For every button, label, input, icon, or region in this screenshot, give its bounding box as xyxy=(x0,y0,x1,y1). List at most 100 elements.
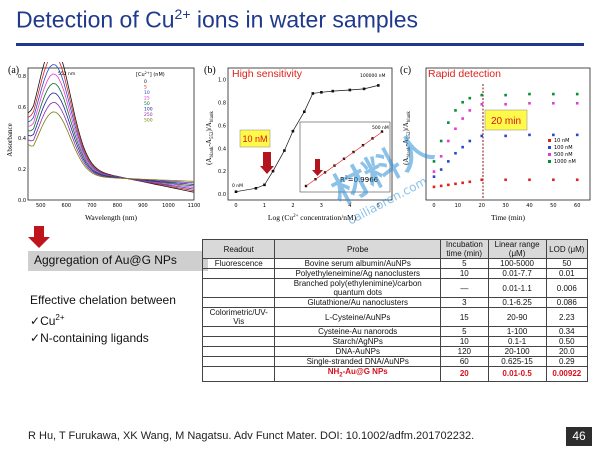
data-point xyxy=(311,92,315,95)
legend-marker xyxy=(548,160,551,163)
absorbance-curve xyxy=(27,101,195,184)
time-point xyxy=(528,133,531,137)
down-arrow-icon xyxy=(28,226,50,248)
x-tick-label: 4 xyxy=(348,203,351,209)
x-tick-label: 10 xyxy=(455,203,461,209)
chelation-notes: Effective chelation between ✓Cu2+ ✓N-con… xyxy=(30,292,176,347)
panel-b-xlabel: Log (Cu2+ concentration/nM) xyxy=(268,213,357,222)
time-point xyxy=(454,109,457,112)
title-rule xyxy=(16,43,584,46)
time-point xyxy=(480,93,484,97)
x-tick-label: 2 xyxy=(291,203,294,209)
header-readout: Readout xyxy=(201,239,276,259)
legend-entry: 10 xyxy=(144,90,150,96)
time-point xyxy=(432,170,436,173)
panel-a-peak-label: 552 nm xyxy=(58,71,75,77)
x-tick-label: 3 xyxy=(320,203,323,209)
legend-marker xyxy=(548,146,551,149)
y-tick-label: 0.0 xyxy=(18,198,26,204)
x-tick-label: 5 xyxy=(377,203,380,209)
y-tick-label: 0.6 xyxy=(18,105,26,111)
x-tick-label: 0 xyxy=(432,203,435,209)
x-tick-label: 50 xyxy=(550,203,556,209)
time-point xyxy=(575,101,579,105)
time-point xyxy=(552,178,555,182)
panel-b-sensitivity-chart: (b) High sensitivity 0 nM 100000 nM 10 n… xyxy=(202,62,398,232)
table-row: Colorimetric/UV-Vis L-Cysteine/AuNPs 15 20-… xyxy=(201,307,589,327)
time-point xyxy=(504,93,507,97)
time-point xyxy=(432,185,436,189)
time-point xyxy=(480,134,484,138)
x-tick-label: 600 xyxy=(62,203,72,209)
y-tick-label: 0.6 xyxy=(218,123,226,129)
legend-marker xyxy=(548,153,551,156)
panel-c-xlabel: Time (min) xyxy=(491,213,526,222)
time-point xyxy=(432,175,436,178)
data-point xyxy=(348,88,352,92)
x-tick-label: 20 xyxy=(479,203,485,209)
chelation-title: Effective chelation between xyxy=(30,293,176,307)
x-tick-label: 800 xyxy=(113,203,123,209)
x-tick-label: 1100 xyxy=(188,203,200,209)
panel-c-ylabel: (Ablank-A552)/Ablank xyxy=(402,111,412,165)
absorbance-curve xyxy=(27,45,195,193)
x-tick-label: 1000 xyxy=(162,203,175,209)
panel-c-label: (c) xyxy=(400,65,411,76)
header-probe: Probe xyxy=(274,239,442,259)
time-point xyxy=(461,100,464,104)
header-time: Incubation time (min) xyxy=(440,239,489,259)
data-point xyxy=(331,89,335,93)
panel-c-rapid-detection-chart: (c) Rapid detection 20 min 10 nM 100 nM 50… xyxy=(398,62,596,232)
y-tick-label: 0.0 xyxy=(218,192,226,198)
time-point xyxy=(439,155,443,158)
time-point xyxy=(528,92,531,96)
absorbance-curve xyxy=(27,73,195,188)
y-tick-label: 0.8 xyxy=(218,101,226,107)
panel-b-down-arrow xyxy=(260,152,274,174)
data-point xyxy=(320,90,323,94)
x-tick-label: 700 xyxy=(87,203,97,209)
time-point xyxy=(439,139,443,143)
chelation-item-ligands: ✓N-containing ligands xyxy=(30,331,149,345)
time-point xyxy=(454,182,457,186)
absorbance-curve xyxy=(27,92,195,185)
inset-point xyxy=(304,184,308,188)
y-tick-label: 0.2 xyxy=(218,169,226,175)
legend-entry: 100 xyxy=(144,107,153,113)
table-row: Glutathione/Au nanoclusters 3 0.1-6.25 0.08… xyxy=(201,297,589,308)
time-point xyxy=(447,139,450,143)
data-point xyxy=(362,87,366,91)
panel-a-label: (a) xyxy=(8,65,19,76)
panel-b-caption: High sensitivity xyxy=(232,68,303,80)
x-tick-label: 500 xyxy=(36,203,46,209)
panel-c-time-label: 20 min xyxy=(491,116,521,127)
check-icon: ✓ xyxy=(30,331,41,345)
time-point xyxy=(468,96,472,100)
panel-b-inset-arrow xyxy=(312,159,323,176)
time-point xyxy=(461,117,464,120)
table-row: Starch/AgNPs 10 0.1-1 0.50 xyxy=(201,336,589,347)
absorbance-curve xyxy=(27,82,195,187)
absorbance-curve xyxy=(27,54,195,192)
panel-b-arrow-label-box xyxy=(239,129,271,148)
table-row: Fluorescence Bovine serum albumin/AuNPs 5 1… xyxy=(201,258,589,269)
time-point xyxy=(468,139,472,143)
legend-marker xyxy=(548,139,551,142)
aggregation-label: Aggregation of Au@G NPs xyxy=(28,251,208,271)
absorbance-curve xyxy=(27,111,195,182)
legend-entry: 10 nM xyxy=(554,138,569,144)
x-tick-label: 900 xyxy=(138,203,148,209)
table-row-highlight: NH2-Au@G NPs 20 0.01-0.5 0.00922 xyxy=(201,366,589,382)
y-tick-label: 0.4 xyxy=(18,136,26,142)
time-point xyxy=(439,184,443,188)
time-point xyxy=(461,145,464,149)
time-point xyxy=(432,160,436,163)
time-point xyxy=(552,133,555,137)
panel-b-inset-label: 500 nM xyxy=(372,125,389,131)
time-point xyxy=(454,151,457,155)
citation: R Hu, T Furukawa, XK Wang, M Nagatsu. Ad… xyxy=(28,430,475,442)
legend-entry: 25 xyxy=(144,96,150,102)
legend-entry: 0 xyxy=(144,79,147,85)
page-number: 46 xyxy=(566,427,592,446)
data-point xyxy=(303,110,306,114)
